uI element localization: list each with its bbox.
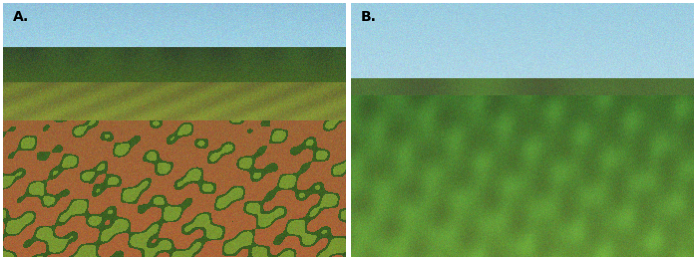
Text: A.: A.: [13, 10, 29, 24]
Text: B.: B.: [361, 10, 377, 24]
